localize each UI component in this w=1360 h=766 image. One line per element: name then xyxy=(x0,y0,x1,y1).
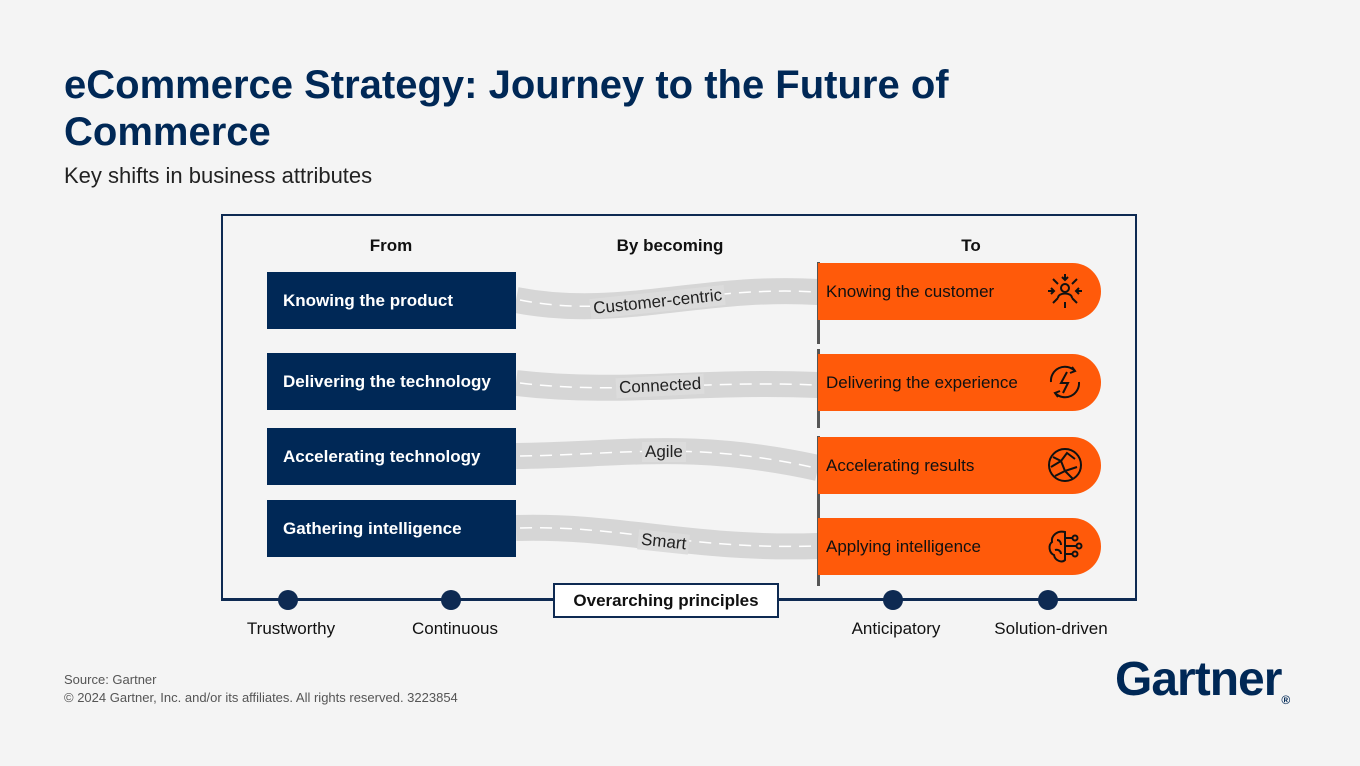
column-header-from: From xyxy=(369,236,413,255)
road-3-dash xyxy=(519,450,817,469)
column-header-to: To xyxy=(961,236,981,255)
column-header-by-becoming: By becoming xyxy=(616,236,724,255)
overarching-principles-box: Overarching principles xyxy=(553,583,779,618)
to-label-3: Accelerating results xyxy=(826,455,975,475)
registered-mark-icon: ® xyxy=(1281,693,1290,707)
road-4-dash xyxy=(519,526,817,548)
globe-network-icon xyxy=(1048,448,1082,482)
principle-label-1: Trustworthy xyxy=(246,619,336,638)
from-box-2: Delivering the technology xyxy=(267,353,516,410)
to-box-3: Accelerating results xyxy=(818,437,1101,494)
customer-focus-icon xyxy=(1048,274,1082,308)
to-box-2: Delivering the experience xyxy=(818,354,1101,411)
principle-dot-1 xyxy=(278,590,298,610)
principle-dot-3 xyxy=(883,590,903,610)
principle-label-4: Solution-driven xyxy=(994,619,1108,638)
road-label-3: Agile xyxy=(642,442,686,462)
from-box-3: Accelerating technology xyxy=(267,428,516,485)
gartner-logo: Gartner® xyxy=(1115,652,1290,707)
principle-label-2: Continuous xyxy=(411,619,498,638)
source-note: Source: Gartner © 2024 Gartner, Inc. and… xyxy=(64,671,458,707)
to-label-1: Knowing the customer xyxy=(826,281,995,301)
to-label-4: Applying intelligence xyxy=(826,536,981,556)
logo-text: Gartner xyxy=(1115,653,1282,706)
from-box-1: Knowing the product xyxy=(267,272,516,329)
brain-circuit-icon xyxy=(1048,530,1083,563)
principle-dot-2 xyxy=(441,590,461,610)
from-box-4: Gathering intelligence xyxy=(267,500,516,557)
page-subtitle: Key shifts in business attributes xyxy=(64,163,373,188)
source-text: Source: Gartner xyxy=(64,672,157,687)
principle-label-3: Anticipatory xyxy=(851,619,941,638)
principle-dot-4 xyxy=(1038,590,1058,610)
lightning-cycle-icon xyxy=(1049,365,1081,399)
copyright-text: © 2024 Gartner, Inc. and/or its affiliat… xyxy=(64,690,458,705)
to-box-4: Applying intelligence xyxy=(818,518,1101,575)
page-title: eCommerce Strategy: Journey to the Futur… xyxy=(64,63,949,154)
to-box-1: Knowing the customer xyxy=(818,263,1101,320)
to-label-2: Delivering the experience xyxy=(826,372,1018,392)
